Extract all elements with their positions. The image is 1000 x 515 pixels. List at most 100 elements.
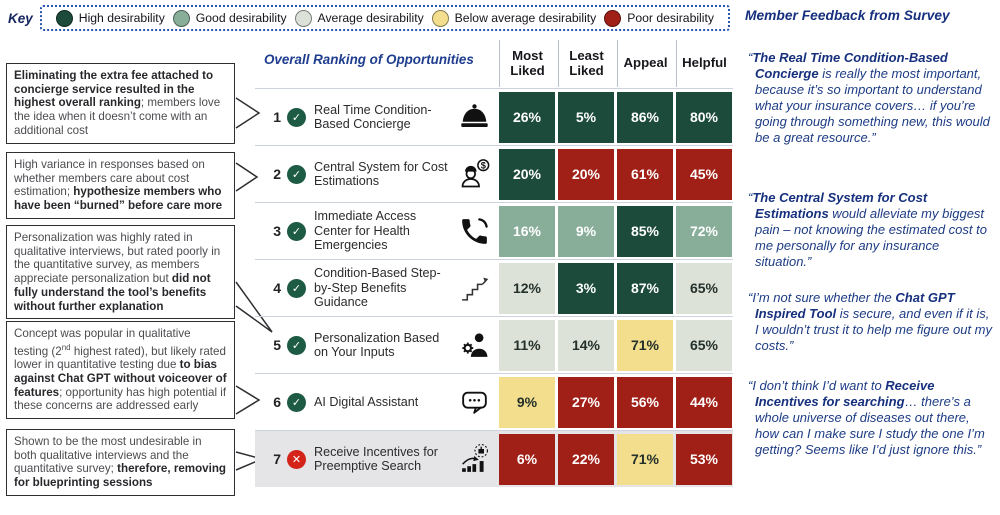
score-cell: 9%: [499, 376, 555, 428]
concierge-bell-icon: [458, 101, 491, 134]
table-row: 3 ✓ Immediate Access Center for Health E…: [255, 202, 733, 259]
annotation-note: Concept was popular in qualitative testi…: [6, 321, 235, 420]
table-title: Overall Ranking of Opportunities: [264, 52, 474, 67]
score-cell: 20%: [499, 148, 555, 200]
opportunity-icon-wrap: [452, 443, 496, 476]
status-dot-icon: ✓: [287, 221, 306, 241]
score-cell: 16%: [499, 205, 555, 257]
score-cell: 14%: [558, 319, 614, 371]
desirability-dot-icon: [172, 9, 190, 27]
score-cell: 56%: [617, 376, 673, 428]
opportunity-name: Immediate Access Center for Health Emerg…: [314, 209, 417, 253]
key-item-label: Average desirability: [317, 11, 424, 25]
score-cells: 6% 22% 71% 53%: [499, 433, 732, 485]
desirability-dot-icon: [604, 9, 622, 27]
opportunity-name: Receive Incentives for Preemptive Search: [314, 444, 438, 473]
score-cells: 12% 3% 87% 65%: [499, 262, 732, 314]
search-incentives-icon: [458, 443, 491, 476]
score-cell: 65%: [676, 262, 732, 314]
rank-number: 5: [273, 337, 281, 353]
key-item-label: Good desirability: [195, 11, 287, 25]
column-header: Helpful: [676, 40, 732, 87]
key-item: Below average desirability: [431, 9, 597, 27]
table-row: 7 ✕ Receive Incentives for Preemptive Se…: [255, 430, 733, 487]
opportunity-icon-wrap: [452, 215, 496, 248]
opportunity-icon-wrap: [452, 101, 496, 134]
key-item: High desirability: [55, 9, 165, 27]
annotation-note-text: Eliminating the extra fee attached to co…: [14, 69, 221, 137]
rank-number: 7: [273, 451, 281, 467]
score-cells: 16% 9% 85% 72%: [499, 205, 732, 257]
score-cell: 20%: [558, 148, 614, 200]
annotation-note-text: Shown to be the most undesirable in both…: [14, 435, 227, 490]
annotation-note: High variance in responses based on whet…: [6, 152, 235, 219]
rank-number: 1: [273, 109, 281, 125]
score-cell: 61%: [617, 148, 673, 200]
opportunity-name: AI Digital Assistant: [314, 394, 419, 409]
score-cell: 26%: [499, 91, 555, 143]
key-item-label: Below average desirability: [454, 11, 597, 25]
desirability-dot-icon: [55, 9, 73, 27]
score-cells: 20% 20% 61% 45%: [499, 148, 732, 200]
status-dot-icon: ✕: [287, 449, 306, 469]
score-cell: 9%: [558, 205, 614, 257]
score-cell: 87%: [617, 262, 673, 314]
rank-number: 3: [273, 223, 281, 239]
score-cells: 26% 5% 86% 80%: [499, 91, 732, 143]
score-cell: 3%: [558, 262, 614, 314]
worker-cost-icon: [458, 158, 491, 191]
score-cell: 6%: [499, 433, 555, 485]
desirability-dot-icon: [294, 9, 312, 27]
opportunity-name: Real Time Condition-Based Concierge: [314, 102, 432, 131]
key-label: Key: [8, 10, 33, 26]
score-cell: 53%: [676, 433, 732, 485]
opportunity-icon-wrap: [452, 386, 496, 419]
feedback-quote: “I’m not sure whether the Chat GPT Inspi…: [748, 290, 992, 353]
opportunity-name: Personalization Based on Your Inputs: [314, 330, 440, 359]
column-header: Appeal: [617, 40, 673, 87]
score-cell: 80%: [676, 91, 732, 143]
score-cell: 27%: [558, 376, 614, 428]
table-row: 1 ✓ Real Time Condition-Based Concierge …: [255, 88, 733, 145]
chat-icon: [458, 386, 491, 419]
opportunity-name: Condition-Based Step-by-Step Benefits Gu…: [314, 266, 441, 310]
score-cell: 12%: [499, 262, 555, 314]
key-item: Good desirability: [172, 9, 287, 27]
phone-icon: [458, 215, 491, 248]
key-item: Poor desirability: [604, 9, 714, 27]
table-column-headers: Most Liked Least Liked Appeal Helpful: [499, 40, 732, 87]
column-header: Most Liked: [499, 40, 555, 87]
score-cell: 65%: [676, 319, 732, 371]
score-cell: 86%: [617, 91, 673, 143]
score-cell: 5%: [558, 91, 614, 143]
table-row: 5 ✓ Personalization Based on Your Inputs…: [255, 316, 733, 373]
key-item: Average desirability: [294, 9, 424, 27]
score-cell: 72%: [676, 205, 732, 257]
rank-number: 6: [273, 394, 281, 410]
person-gear-icon: [458, 329, 491, 362]
feedback-quote: “I don’t think I’d want to Receive Incen…: [748, 378, 985, 457]
score-cell: 45%: [676, 148, 732, 200]
status-dot-icon: ✓: [287, 164, 306, 184]
steps-icon: [458, 272, 491, 305]
feedback-quote: “The Central System for Cost Estimations…: [748, 190, 987, 269]
score-cell: 44%: [676, 376, 732, 428]
score-cell: 71%: [617, 433, 673, 485]
opportunity-name: Central System for Cost Estimations: [314, 159, 448, 188]
annotation-note-text: High variance in responses based on whet…: [14, 158, 223, 213]
score-cell: 11%: [499, 319, 555, 371]
opportunity-icon-wrap: [452, 158, 496, 191]
rank-number: 2: [273, 166, 281, 182]
status-dot-icon: ✓: [287, 278, 306, 298]
table-row: 2 ✓ Central System for Cost Estimations …: [255, 145, 733, 202]
score-cell: 71%: [617, 319, 673, 371]
opportunity-icon-wrap: [452, 272, 496, 305]
opportunity-icon-wrap: [452, 329, 496, 362]
score-cell: 22%: [558, 433, 614, 485]
score-cell: 85%: [617, 205, 673, 257]
key-item-label: Poor desirability: [627, 11, 714, 25]
feedback-title: Member Feedback from Survey: [745, 8, 950, 23]
status-dot-icon: ✓: [287, 335, 306, 355]
score-cells: 9% 27% 56% 44%: [499, 376, 732, 428]
